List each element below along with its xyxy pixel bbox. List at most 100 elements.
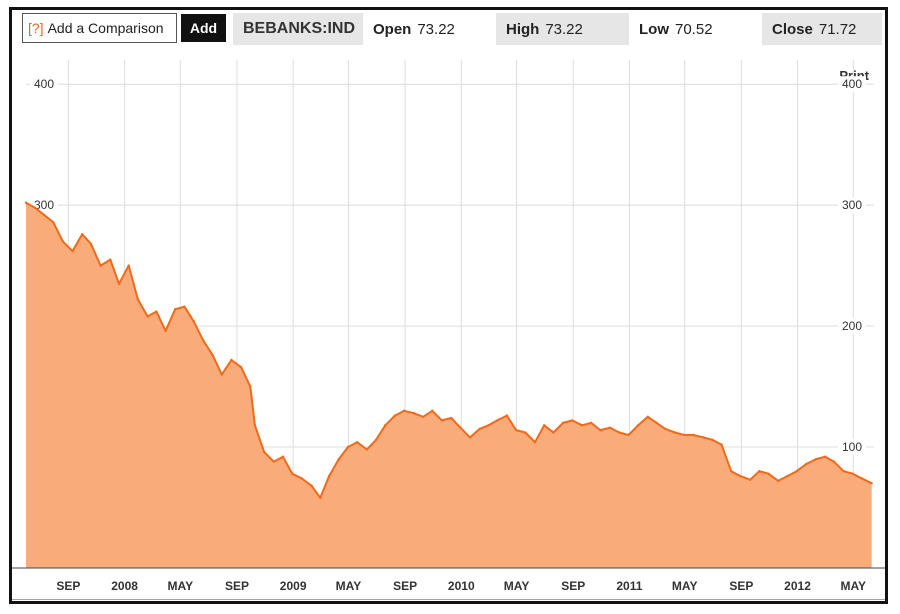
price-point bbox=[767, 472, 770, 475]
x-tick-label: 2010 bbox=[448, 579, 475, 593]
y-tick-label-right: 100 bbox=[842, 440, 862, 454]
price-point bbox=[440, 419, 444, 422]
price-point bbox=[384, 424, 387, 427]
price-point bbox=[412, 411, 416, 415]
price-point bbox=[61, 240, 65, 243]
price-point bbox=[272, 460, 276, 463]
price-point bbox=[814, 457, 818, 461]
price-point bbox=[431, 409, 434, 412]
low-stat: Low 70.52 bbox=[629, 13, 762, 45]
x-tick-label: MAY bbox=[504, 579, 530, 593]
price-point bbox=[239, 366, 243, 369]
price-point bbox=[571, 419, 574, 422]
price-point bbox=[174, 307, 177, 311]
y-tick-label-right: 300 bbox=[842, 198, 862, 212]
price-point bbox=[720, 443, 723, 446]
chart-frame: [?] Add a Comparison Add BEBANKS:IND Ope… bbox=[9, 7, 888, 604]
close-stat: Close 71.72 bbox=[762, 13, 882, 45]
x-tick-label: SEP bbox=[393, 579, 417, 593]
price-point bbox=[192, 320, 195, 323]
price-point bbox=[80, 232, 84, 236]
price-point bbox=[552, 431, 555, 434]
price-point bbox=[164, 329, 167, 333]
x-tick-label: 2009 bbox=[280, 579, 307, 593]
price-point bbox=[249, 385, 252, 388]
price-point bbox=[533, 441, 537, 444]
price-point bbox=[281, 455, 285, 458]
price-point bbox=[459, 426, 462, 429]
price-point bbox=[589, 421, 593, 425]
price-point bbox=[730, 470, 733, 473]
low-value: 70.52 bbox=[675, 20, 713, 38]
price-point bbox=[580, 424, 584, 427]
comparison-input[interactable]: [?] Add a Comparison bbox=[22, 13, 177, 43]
low-label: Low bbox=[639, 20, 669, 38]
price-point bbox=[402, 409, 406, 412]
price-point bbox=[524, 431, 527, 434]
price-area bbox=[26, 202, 872, 568]
price-point bbox=[496, 419, 499, 422]
price-point bbox=[627, 433, 630, 437]
x-tick-label: MAY bbox=[336, 579, 362, 593]
close-value: 71.72 bbox=[818, 20, 857, 38]
price-point bbox=[449, 416, 453, 420]
price-line bbox=[25, 201, 873, 499]
price-point bbox=[253, 424, 257, 427]
price-point bbox=[71, 249, 74, 253]
price-point bbox=[655, 421, 658, 425]
price-point bbox=[646, 415, 650, 419]
price-point bbox=[851, 472, 855, 475]
y-tick-label-right-bg bbox=[838, 197, 866, 214]
price-point bbox=[51, 220, 55, 224]
price-point bbox=[24, 201, 28, 204]
price-point bbox=[202, 339, 205, 342]
price-point bbox=[337, 457, 340, 461]
price-point bbox=[393, 414, 397, 417]
price-point bbox=[739, 474, 742, 478]
price-point bbox=[618, 431, 621, 434]
price-point bbox=[542, 424, 546, 427]
x-tick-label: 2011 bbox=[616, 579, 642, 593]
price-point bbox=[599, 428, 602, 432]
price-point bbox=[673, 431, 677, 434]
price-point bbox=[136, 298, 140, 301]
price-point bbox=[300, 477, 304, 480]
high-value: 73.22 bbox=[545, 20, 583, 38]
close-label: Close bbox=[772, 20, 813, 38]
price-point bbox=[795, 470, 798, 473]
x-tick-label: MAY bbox=[168, 579, 194, 593]
price-point bbox=[842, 470, 845, 473]
price-point bbox=[230, 358, 233, 362]
price-point bbox=[758, 470, 761, 473]
price-point bbox=[117, 282, 121, 285]
comparison-label: Add a Comparison bbox=[47, 20, 164, 36]
price-point bbox=[346, 445, 350, 449]
price-point bbox=[664, 427, 667, 431]
price-point bbox=[262, 450, 266, 454]
price-point bbox=[805, 462, 808, 466]
y-tick-label-right-bg bbox=[838, 439, 866, 456]
y-tick-label-right-bg bbox=[838, 76, 866, 93]
y-tick-label-left: 300 bbox=[34, 198, 54, 212]
price-point bbox=[683, 433, 686, 437]
price-point bbox=[220, 373, 223, 376]
price-point bbox=[421, 415, 425, 419]
y-tick-label-left-bg bbox=[30, 76, 58, 93]
x-tick-label: SEP bbox=[56, 579, 80, 593]
x-tick-label: 2012 bbox=[784, 579, 811, 593]
price-point bbox=[310, 484, 313, 487]
price-point bbox=[327, 474, 331, 478]
open-value: 73.22 bbox=[417, 20, 455, 38]
ticker-symbol: BEBANKS:IND bbox=[233, 13, 363, 45]
ticker-label: BEBANKS:IND bbox=[243, 20, 355, 37]
open-stat: Open 73.22 bbox=[363, 13, 496, 45]
price-point bbox=[319, 496, 322, 500]
price-point bbox=[608, 426, 612, 429]
price-point bbox=[832, 460, 836, 463]
add-button[interactable]: Add bbox=[181, 14, 226, 42]
price-point bbox=[870, 482, 873, 485]
price-point bbox=[514, 428, 518, 432]
price-point bbox=[155, 310, 158, 313]
price-point bbox=[374, 438, 378, 441]
help-icon[interactable]: [?] bbox=[28, 20, 44, 36]
